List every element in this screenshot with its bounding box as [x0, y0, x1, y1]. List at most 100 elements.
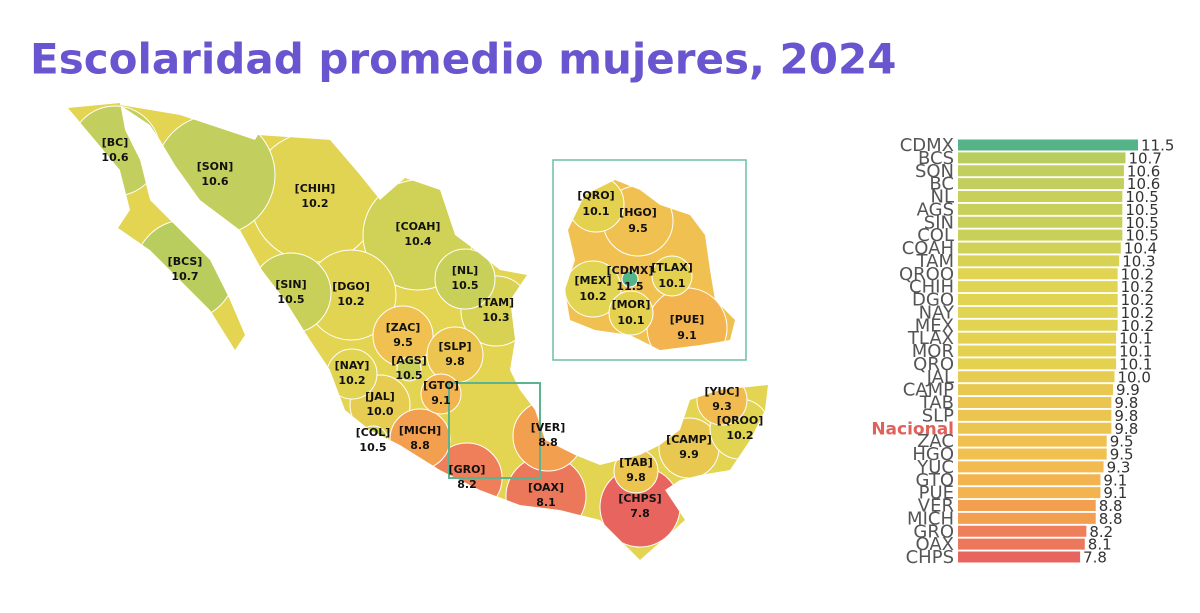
bar [958, 255, 1120, 267]
category-label: TAB [919, 393, 954, 414]
region-value: 10.2 [337, 295, 364, 308]
bar [958, 448, 1107, 460]
region-name: [GTO] [423, 379, 459, 392]
category-label: GTO [916, 470, 954, 491]
region-value: 9.3 [712, 400, 732, 413]
category-label: SIN [924, 212, 954, 233]
bar [958, 178, 1124, 190]
category-label: COAH [902, 238, 954, 259]
value-label: 9.1 [1103, 484, 1127, 502]
region-value: 9.1 [677, 329, 697, 342]
category-label: CHPS [906, 547, 954, 568]
region-value: 10.5 [359, 441, 386, 454]
region-value: 10.2 [338, 374, 365, 387]
bar [958, 281, 1118, 293]
region-name: [NAY] [335, 359, 370, 372]
category-label: Nacional [871, 419, 954, 439]
region-value: 7.8 [630, 507, 650, 520]
region-name: [HGO] [619, 206, 657, 219]
value-label: 9.5 [1110, 446, 1134, 464]
region-value: 10.7 [171, 270, 198, 283]
value-label: 9.3 [1107, 458, 1131, 476]
inset-frame [552, 159, 747, 361]
region-value: 10.1 [617, 314, 644, 327]
region-name: [MICH] [399, 424, 441, 437]
region-name: [NL] [452, 264, 478, 277]
bar-chart: CDMX 11.5 BCS 10.7 SON 10.6 BC 10.6 NL 10.5 AGS 10.… [871, 135, 1174, 568]
value-label: 11.5 [1141, 137, 1174, 155]
region-value: 9.5 [628, 222, 648, 235]
bar [958, 551, 1081, 563]
region-value: 10.2 [726, 429, 753, 442]
region-name: [TLAX] [651, 261, 693, 274]
region-value: 10.2 [301, 197, 328, 210]
region [567, 180, 625, 233]
region-value: 10.4 [404, 235, 431, 248]
region-name: [CHIH] [295, 182, 336, 195]
category-label: CDMX [900, 135, 954, 156]
labels: [BC] 10.6 [SON] 10.6 [CHIH] 10.2 [BCS] 10.7 [COA… [101, 136, 763, 520]
region [434, 248, 496, 310]
region-value: 9.1 [431, 394, 451, 407]
bar [958, 191, 1123, 202]
value-label: 7.8 [1083, 549, 1107, 567]
region-value: 8.1 [536, 496, 556, 509]
region-value: 10.5 [277, 293, 304, 306]
region-name: [CDMX] [607, 264, 654, 277]
region-value: 11.5 [616, 280, 643, 293]
region-name: [SON] [197, 160, 234, 173]
bar [958, 294, 1118, 305]
bar [958, 242, 1121, 254]
value-label: 10.5 [1125, 188, 1158, 206]
bar [958, 461, 1104, 473]
region-value: 10.1 [658, 277, 685, 290]
bar [958, 409, 1112, 421]
value-label: 10.2 [1121, 265, 1154, 283]
category-label: CHIH [909, 277, 954, 298]
region [621, 270, 639, 288]
region-name: [SIN] [275, 278, 306, 291]
category-label: CAMP [903, 380, 954, 401]
region-name: [ZAC] [386, 321, 421, 334]
region-name: [MOR] [612, 298, 651, 311]
bar [958, 216, 1123, 228]
value-label: 10.6 [1127, 175, 1160, 193]
region [396, 356, 422, 382]
region-name: [CAMP] [666, 433, 712, 446]
category-label: JAL [926, 367, 954, 388]
value-label: 9.8 [1114, 394, 1138, 412]
region-name: [BC] [102, 136, 129, 149]
category-label: COL [917, 225, 954, 246]
region [651, 255, 693, 297]
value-label: 8.1 [1088, 536, 1112, 554]
category-label: YUC [916, 457, 954, 478]
category-label: SLP [922, 405, 954, 426]
value-label: 9.8 [1114, 407, 1138, 425]
value-label: 9.1 [1103, 471, 1127, 489]
value-label: 8.8 [1099, 510, 1123, 528]
category-label: OAX [916, 534, 955, 555]
region-name: [TAB] [619, 456, 653, 469]
bar [958, 152, 1126, 164]
value-label: 8.8 [1099, 497, 1123, 515]
category-label: AGS [917, 199, 954, 220]
value-label: 10.1 [1119, 330, 1152, 348]
category-label: VER [918, 496, 954, 517]
value-label: 8.2 [1089, 523, 1113, 541]
bar [958, 345, 1117, 357]
region-value: 8.8 [410, 439, 430, 452]
category-label: TLAX [907, 328, 954, 349]
region-value: 8.8 [538, 436, 558, 449]
category-label: HGO [912, 444, 954, 465]
bar [958, 422, 1112, 434]
chart-title: Escolaridad promedio mujeres, 2024 [30, 35, 896, 84]
category-label: QRO [913, 354, 954, 375]
region-name: [COL] [356, 426, 391, 439]
region-name: [QRO] [577, 189, 614, 202]
bar [958, 268, 1118, 280]
region-name: [PUE] [670, 313, 705, 326]
region-name: [COAH] [396, 220, 441, 233]
value-label: 10.1 [1119, 343, 1152, 361]
bar [958, 538, 1085, 550]
